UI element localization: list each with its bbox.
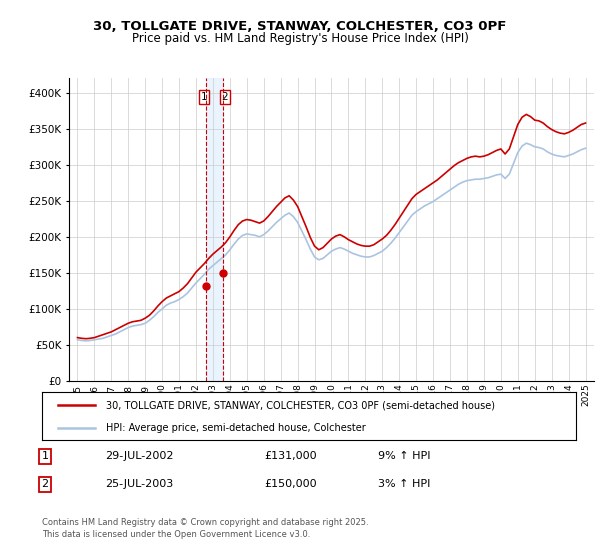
Text: 30, TOLLGATE DRIVE, STANWAY, COLCHESTER, CO3 0PF: 30, TOLLGATE DRIVE, STANWAY, COLCHESTER,… — [94, 20, 506, 32]
Text: 3% ↑ HPI: 3% ↑ HPI — [378, 479, 430, 489]
Text: 2: 2 — [41, 479, 49, 489]
Text: Price paid vs. HM Land Registry's House Price Index (HPI): Price paid vs. HM Land Registry's House … — [131, 32, 469, 45]
Text: £131,000: £131,000 — [264, 451, 317, 461]
Text: 9% ↑ HPI: 9% ↑ HPI — [378, 451, 431, 461]
Bar — [206, 78, 223, 381]
Text: 25-JUL-2003: 25-JUL-2003 — [105, 479, 173, 489]
Text: 1: 1 — [200, 92, 207, 102]
Text: 1: 1 — [41, 451, 49, 461]
Text: HPI: Average price, semi-detached house, Colchester: HPI: Average price, semi-detached house,… — [106, 423, 366, 433]
Text: Contains HM Land Registry data © Crown copyright and database right 2025.
This d: Contains HM Land Registry data © Crown c… — [42, 518, 368, 539]
Text: 30, TOLLGATE DRIVE, STANWAY, COLCHESTER, CO3 0PF (semi-detached house): 30, TOLLGATE DRIVE, STANWAY, COLCHESTER,… — [106, 400, 495, 410]
Text: £150,000: £150,000 — [264, 479, 317, 489]
Text: 2: 2 — [221, 92, 228, 102]
Text: 29-JUL-2002: 29-JUL-2002 — [105, 451, 173, 461]
